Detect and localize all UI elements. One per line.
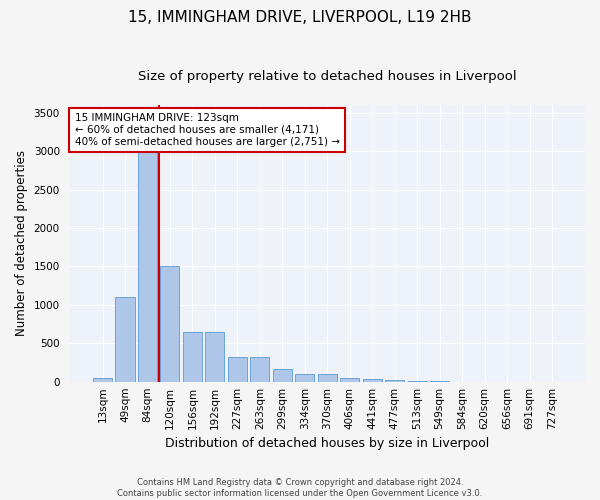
Bar <box>160 266 179 382</box>
Text: Contains HM Land Registry data © Crown copyright and database right 2024.
Contai: Contains HM Land Registry data © Crown c… <box>118 478 482 498</box>
X-axis label: Distribution of detached houses by size in Liverpool: Distribution of detached houses by size … <box>165 437 490 450</box>
Bar <box>183 332 202 382</box>
Bar <box>250 357 269 382</box>
Bar <box>228 357 247 382</box>
Bar <box>385 380 404 382</box>
Bar <box>93 378 112 382</box>
Bar <box>138 148 157 382</box>
Text: 15, IMMINGHAM DRIVE, LIVERPOOL, L19 2HB: 15, IMMINGHAM DRIVE, LIVERPOOL, L19 2HB <box>128 10 472 25</box>
Bar <box>318 374 337 382</box>
Bar <box>205 332 224 382</box>
Bar <box>362 380 382 382</box>
Bar <box>340 378 359 382</box>
Bar <box>273 370 292 382</box>
Title: Size of property relative to detached houses in Liverpool: Size of property relative to detached ho… <box>138 70 517 83</box>
Bar <box>115 297 134 382</box>
Bar <box>295 374 314 382</box>
Y-axis label: Number of detached properties: Number of detached properties <box>15 150 28 336</box>
Text: 15 IMMINGHAM DRIVE: 123sqm
← 60% of detached houses are smaller (4,171)
40% of s: 15 IMMINGHAM DRIVE: 123sqm ← 60% of deta… <box>74 114 340 146</box>
